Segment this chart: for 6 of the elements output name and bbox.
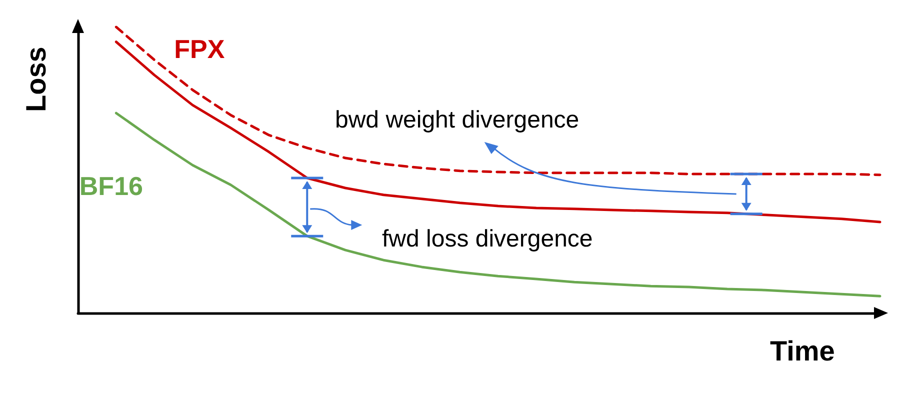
series-label: FPX — [174, 34, 226, 64]
y-axis-title: Loss — [20, 46, 52, 112]
series-label: BF16 — [79, 171, 143, 202]
annotation: fwd loss divergence — [382, 226, 593, 252]
annotation: bwd weight divergence — [335, 106, 580, 134]
x-axis-title: Time — [770, 336, 835, 366]
